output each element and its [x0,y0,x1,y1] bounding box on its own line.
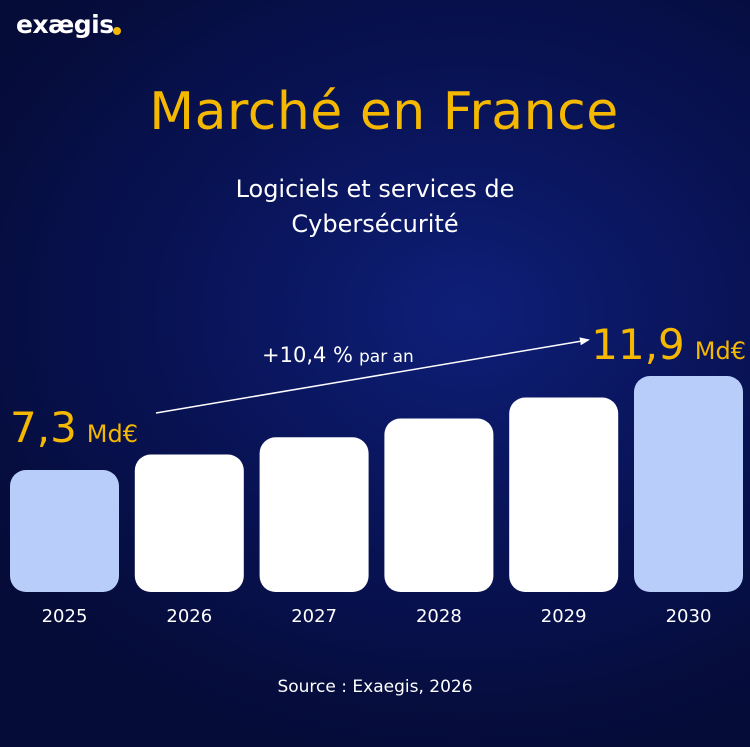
x-tick-2028: 2028 [416,606,462,627]
x-tick-2029: 2029 [541,606,587,627]
start-value-unit: Md€ [87,420,138,448]
end-value-label: 11,9 Md€ [591,320,746,369]
subtitle-line-1: Logiciels et services de [235,175,515,203]
subtitle-line-2: Cybersécurité [291,210,459,238]
source-note: Source : Exaegis, 2026 [277,677,473,697]
bar-2029 [509,397,619,592]
bar-2026 [134,454,244,592]
x-tick-2027: 2027 [291,606,337,627]
bar-2030 [634,376,743,592]
bar-2028 [384,418,494,592]
page-subtitle: Logiciels et services de Cybersécurité [0,172,750,242]
end-value-number: 11,9 [591,320,685,369]
bar-2027 [259,437,369,592]
x-tick-2026: 2026 [166,606,212,627]
brand-logo-dot [113,27,121,35]
growth-annotation: +10,4 % par an [262,343,414,367]
growth-arrow [155,337,590,414]
start-value-label: 7,3 Md€ [10,403,138,452]
growth-suffix: par an [359,347,414,367]
brand-logo: exægis [16,10,114,39]
start-value-number: 7,3 [10,403,77,452]
growth-value: +10,4 % [262,343,353,367]
page-title: Marché en France [149,82,619,142]
end-value-unit: Md€ [695,337,746,365]
x-tick-2025: 2025 [42,606,88,627]
bar-2025 [10,470,119,592]
x-tick-2030: 2030 [666,606,712,627]
